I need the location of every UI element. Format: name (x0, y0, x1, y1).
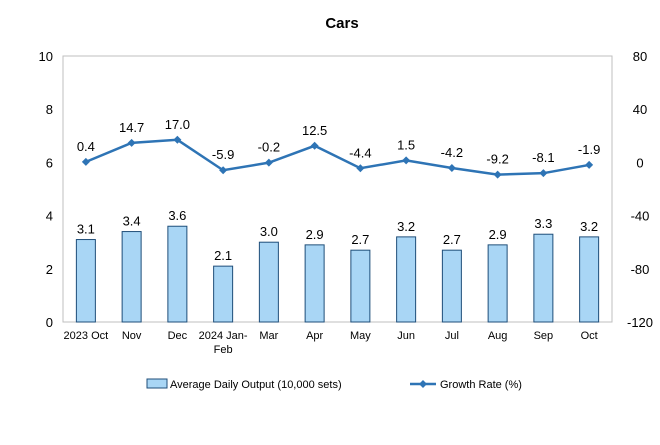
line-data-label: 0.4 (77, 139, 95, 154)
bar (396, 236, 417, 323)
y-right-tick-label: 40 (633, 102, 647, 117)
bar-data-label: 3.6 (168, 208, 186, 223)
x-tick-label: 2024 Jan- (199, 330, 248, 342)
line-marker (310, 141, 319, 150)
bar-data-label: 3.4 (123, 214, 141, 229)
bar (121, 231, 142, 323)
x-tick-label: 2023 Oct (64, 330, 109, 342)
x-tick-label: Jun (397, 330, 415, 342)
y-left-tick-label: 0 (46, 315, 53, 330)
line-marker (173, 135, 182, 144)
bar-data-label: 3.1 (77, 222, 95, 237)
line-marker (264, 158, 273, 167)
y-right-tick-label: 0 (636, 155, 643, 170)
bar (167, 225, 188, 323)
line-marker (81, 157, 90, 166)
bar (350, 249, 371, 323)
bar (487, 244, 508, 323)
x-tick-label: Mar (259, 330, 278, 342)
bar-data-label: 2.1 (214, 248, 232, 263)
bar-data-label: 3.2 (580, 219, 598, 234)
y-left-tick-label: 8 (46, 102, 53, 117)
line-data-label: -4.4 (349, 145, 371, 160)
x-tick-label: Apr (306, 330, 323, 342)
line-data-label: 12.5 (302, 123, 327, 138)
line-data-label: -5.9 (212, 147, 234, 162)
chart-title: Cars (325, 15, 358, 32)
line-data-label: -0.2 (258, 140, 280, 155)
line-marker (539, 169, 548, 178)
bar (75, 239, 96, 323)
x-tick-label: Jul (445, 330, 459, 342)
y-left-tick-label: 10 (39, 49, 53, 64)
y-left-tick-label: 2 (46, 262, 53, 277)
legend-line-label: Growth Rate (%) (440, 379, 522, 391)
line-marker (127, 138, 136, 147)
y-right-tick-label: -40 (631, 209, 650, 224)
line-marker (402, 156, 411, 165)
y-left-tick-label: 4 (46, 209, 53, 224)
x-tick-label: Dec (168, 330, 188, 342)
bar-data-label: 2.9 (489, 227, 507, 242)
y-left-tick-label: 6 (46, 155, 53, 170)
legend-bar-swatch (146, 378, 168, 389)
line-data-label: 17.0 (165, 117, 190, 132)
line-marker (447, 163, 456, 172)
x-tick-label: May (350, 330, 371, 342)
line-data-label: -4.2 (441, 145, 463, 160)
line-data-label: 14.7 (119, 120, 144, 135)
legend-bar-label: Average Daily Output (10,000 sets) (170, 379, 342, 391)
x-tick-label: Feb (214, 344, 233, 356)
line-marker (585, 160, 594, 169)
bar-data-label: 2.7 (443, 232, 461, 247)
x-tick-label: Nov (122, 330, 142, 342)
bar (304, 244, 325, 323)
bar (533, 233, 554, 323)
line-data-label: -9.2 (486, 152, 508, 167)
bar-data-label: 3.0 (260, 224, 278, 239)
line-data-label: 1.5 (397, 137, 415, 152)
line-data-label: -1.9 (578, 142, 600, 157)
y-right-tick-label: 80 (633, 49, 647, 64)
y-right-tick-label: -120 (627, 315, 653, 330)
bar-data-label: 3.3 (534, 216, 552, 231)
line-marker (219, 166, 228, 175)
growth-rate-line (85, 138, 590, 176)
bar-data-label: 3.2 (397, 219, 415, 234)
x-tick-label: Oct (581, 330, 598, 342)
bar (441, 249, 462, 323)
line-marker (493, 170, 502, 179)
bar-data-label: 2.7 (351, 232, 369, 247)
x-tick-label: Sep (534, 330, 554, 342)
legend: Average Daily Output (10,000 sets) Growth… (146, 378, 522, 391)
legend-line-marker (419, 380, 427, 388)
plot-area: 0 2 4 6 8 10 -120 -80 -40 0 40 80 2023 Oct Nov Dec 2024… (39, 49, 653, 356)
bar (213, 265, 234, 323)
x-tick-label: Aug (488, 330, 508, 342)
bar-data-label: 2.9 (306, 227, 324, 242)
bar (258, 241, 279, 323)
y-right-tick-label: -80 (631, 262, 650, 277)
line-data-label: -8.1 (532, 150, 554, 165)
bar (579, 236, 600, 323)
line-marker (356, 164, 365, 173)
plot-frame (62, 55, 613, 323)
